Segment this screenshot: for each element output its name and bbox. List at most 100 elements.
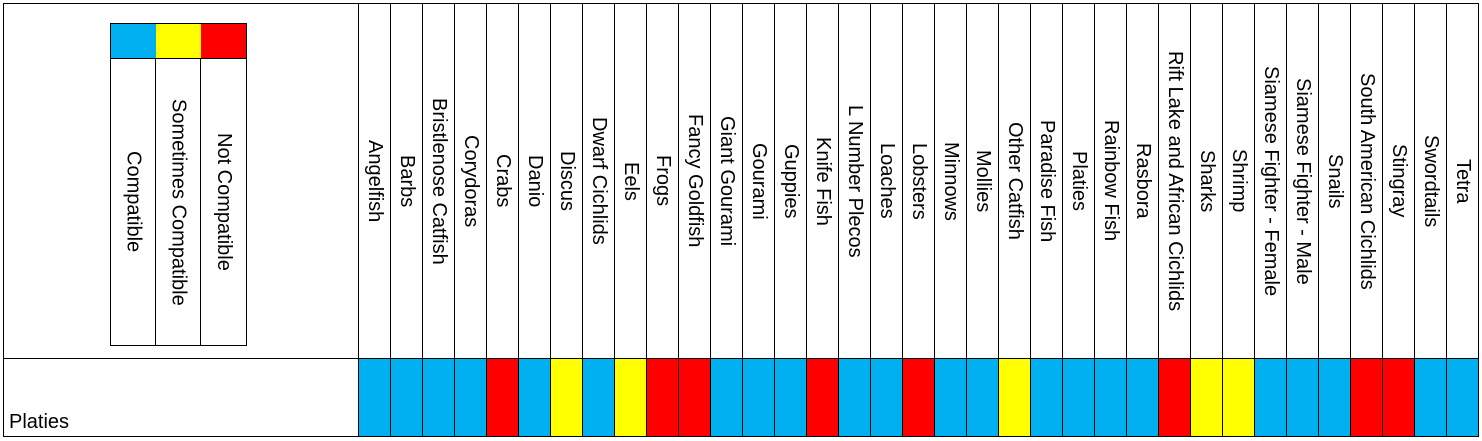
- column-header: Knife Fish: [806, 3, 839, 359]
- column-header: Other Catfish: [998, 3, 1031, 359]
- column-header: Sharks: [1190, 3, 1223, 359]
- compatibility-cell: [1030, 358, 1063, 437]
- column-label: Minnows: [940, 141, 962, 221]
- compatibility-cell: [838, 358, 871, 437]
- compatibility-cell: [1318, 358, 1351, 437]
- column-label: Siamese Fighter - Male: [1292, 77, 1314, 285]
- column-label: Angelfish: [364, 139, 386, 223]
- compatibility-cell: [710, 358, 743, 437]
- legend-column: Not Compatible: [201, 59, 246, 345]
- column-header: Gourami: [742, 3, 775, 359]
- compatibility-cell: [390, 358, 423, 437]
- column-label: Tetra: [1452, 158, 1474, 204]
- column-header: Eels: [614, 3, 647, 359]
- column-header: L Number Plecos: [838, 3, 871, 359]
- compatibility-cell: [1062, 358, 1095, 437]
- column-label: Mollies: [972, 149, 994, 213]
- column-header: Rainbow Fish: [1094, 3, 1127, 359]
- legend-label: Not Compatible: [213, 133, 235, 271]
- column-label: Loaches: [876, 143, 898, 219]
- column-header: Snails: [1318, 3, 1351, 359]
- column-label: Gourami: [748, 142, 770, 220]
- column-header: Mollies: [966, 3, 999, 359]
- column-header: Frogs: [646, 3, 679, 359]
- column-label: Giant Gourami: [716, 115, 738, 247]
- legend-column: Sometimes Compatible: [156, 59, 201, 345]
- column-header: Minnows: [934, 3, 967, 359]
- column-header: Siamese Fighter - Female: [1254, 3, 1287, 359]
- legend-label: Sometimes Compatible: [167, 98, 190, 306]
- compatibility-cell: [870, 358, 903, 437]
- column-header: Rasbora: [1126, 3, 1159, 359]
- column-label: Paradise Fish: [1036, 119, 1058, 243]
- column-label: Platies: [1068, 150, 1090, 212]
- column-header: South American Cichlids: [1350, 3, 1383, 359]
- column-label: Discus: [556, 150, 578, 211]
- column-label: Sharks: [1196, 149, 1218, 213]
- column-header: Danio: [518, 3, 551, 359]
- column-header: Angelfish: [358, 3, 391, 359]
- column-label: Knife Fish: [812, 136, 834, 226]
- column-label: Fancy Goldfish: [684, 114, 706, 248]
- column-header: Loaches: [870, 3, 903, 359]
- column-label: Barbs: [396, 154, 418, 208]
- column-label: South American Cichlids: [1356, 72, 1378, 290]
- column-header: Lobsters: [902, 3, 935, 359]
- column-label: Shrimp: [1228, 149, 1250, 213]
- compatibility-cell: [1254, 358, 1287, 437]
- compatibility-cell: [1222, 358, 1255, 437]
- column-label: Corydoras: [460, 134, 482, 228]
- column-label: Crabs: [492, 154, 514, 208]
- column-label: Eels: [620, 161, 642, 201]
- compatibility-cell: [422, 358, 455, 437]
- compatibility-cell: [774, 358, 807, 437]
- compatibility-cell: [678, 358, 711, 437]
- column-header: Guppies: [774, 3, 807, 359]
- column-label: L Number Plecos: [844, 104, 866, 258]
- compatibility-cell: [998, 358, 1031, 437]
- column-label: Swordtails: [1420, 134, 1442, 228]
- compatibility-cell: [358, 358, 391, 437]
- column-label: Frogs: [652, 155, 674, 207]
- column-header: Tetra: [1446, 3, 1479, 359]
- column-header: Corydoras: [454, 3, 487, 359]
- compatibility-cell: [582, 358, 615, 437]
- column-header: Rift Lake and African Cichlids: [1158, 3, 1191, 359]
- compatibility-cell: [1126, 358, 1159, 437]
- compatibility-cell: [1190, 358, 1223, 437]
- compatibility-cell: [454, 358, 487, 437]
- compatibility-cell: [742, 358, 775, 437]
- legend-label: Compatible: [122, 151, 145, 253]
- column-header: Dwarf Cichlids: [582, 3, 615, 359]
- compatibility-cell: [1414, 358, 1447, 437]
- column-header: Fancy Goldfish: [678, 3, 711, 359]
- compatibility-cell: [806, 358, 839, 437]
- column-header: Crabs: [486, 3, 519, 359]
- column-header: Giant Gourami: [710, 3, 743, 359]
- column-header: Siamese Fighter - Male: [1286, 3, 1319, 359]
- compatibility-cell: [1094, 358, 1127, 437]
- legend-swatch: [201, 24, 246, 59]
- compatibility-cell: [1286, 358, 1319, 437]
- column-header: Shrimp: [1222, 3, 1255, 359]
- legend-swatch: [156, 24, 202, 59]
- column-label: Guppies: [780, 143, 802, 219]
- compatibility-cell: [934, 358, 967, 437]
- compatibility-cell: [966, 358, 999, 437]
- column-label: Danio: [524, 154, 546, 208]
- compatibility-cell: [902, 358, 935, 437]
- compatibility-cell: [1350, 358, 1383, 437]
- legend-column: Compatible: [111, 59, 156, 345]
- compatibility-cell: [550, 358, 583, 437]
- column-header: Bristlenose Catfish: [422, 3, 455, 359]
- compatibility-cell: [486, 358, 519, 437]
- legend: Compatible Sometimes Compatible Not Compat…: [110, 23, 247, 346]
- compatibility-cell: [1382, 358, 1415, 437]
- compatibility-cell: [518, 358, 551, 437]
- compatibility-cell: [614, 358, 647, 437]
- column-label: Rasbora: [1132, 143, 1154, 219]
- compatibility-cell: [1446, 358, 1479, 437]
- column-header: Paradise Fish: [1030, 3, 1063, 359]
- row-label: Platies: [9, 411, 70, 433]
- legend-swatch: [111, 24, 157, 59]
